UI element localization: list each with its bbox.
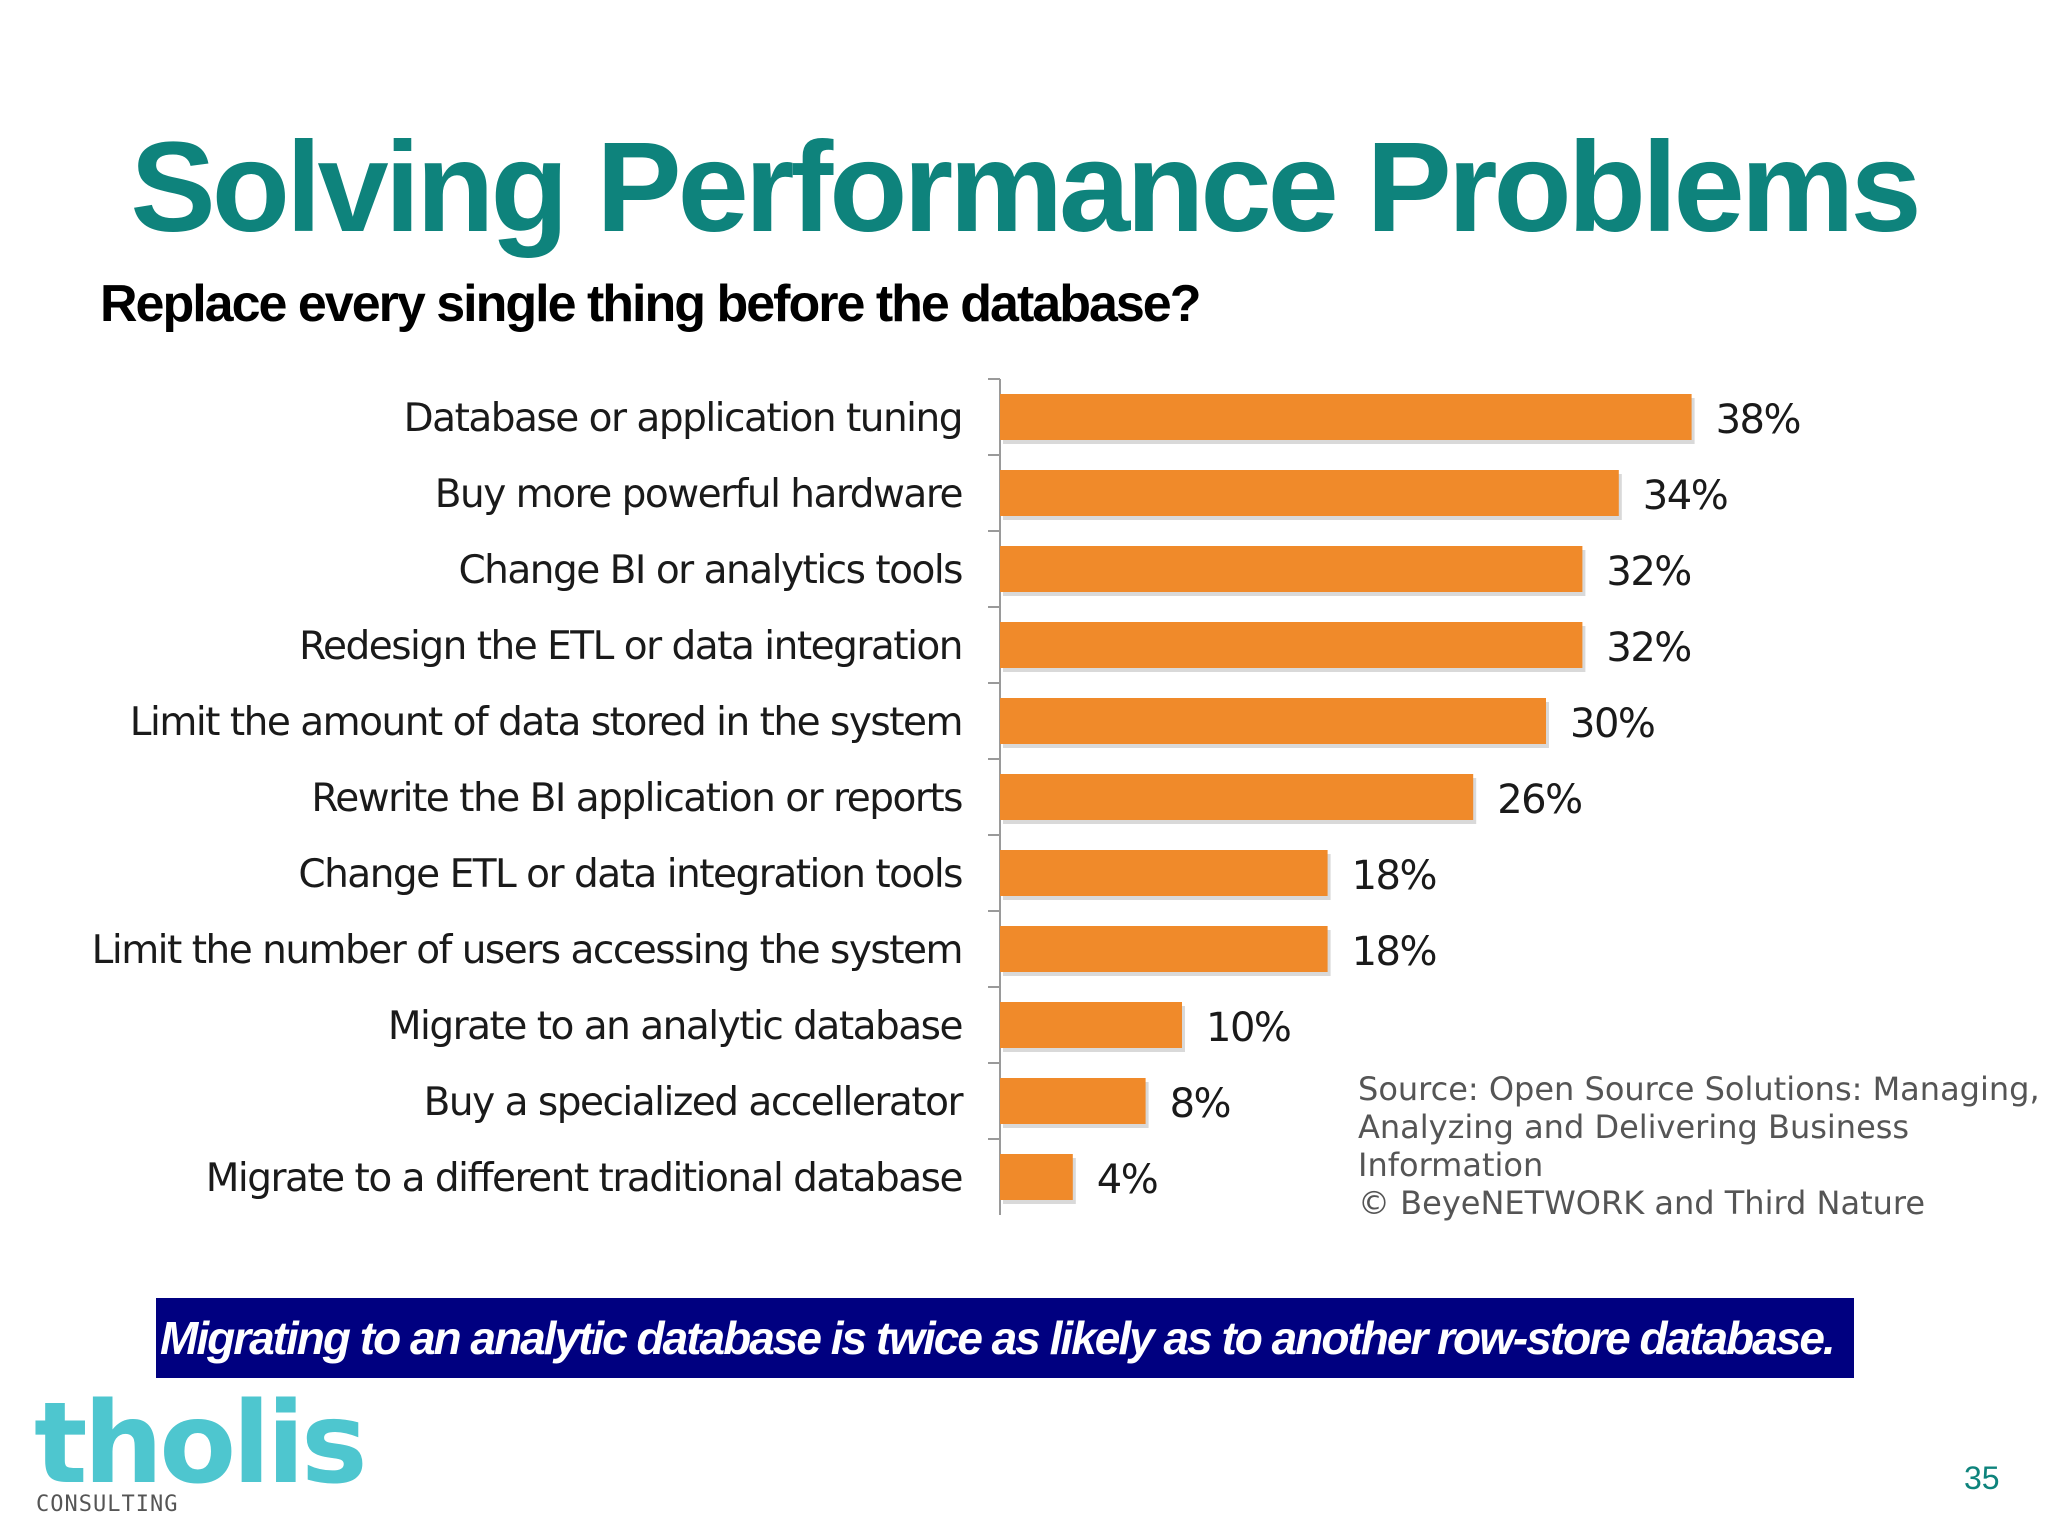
source-line: Source: Open Source Solutions: Managing, [1358,1070,2040,1108]
value-label: 34% [1643,473,1727,519]
bar [1000,622,1583,668]
company-logo: tholis CONSULTING [34,1388,368,1518]
value-label: 10% [1206,1005,1290,1051]
logo-subtitle: CONSULTING [36,1492,179,1517]
value-label: 8% [1170,1081,1230,1127]
bar [1000,394,1692,440]
value-label: 26% [1497,777,1581,823]
category-label: Change ETL or data integration tools [298,852,962,897]
value-label: 32% [1606,625,1690,671]
bar [1000,1078,1146,1124]
category-label: Limit the amount of data stored in the s… [130,700,962,745]
source-line: Analyzing and Delivering Business [1358,1108,1910,1146]
bar [1000,850,1328,896]
source-line: Information [1358,1146,1544,1184]
bar [1000,1002,1182,1048]
value-label: 32% [1606,549,1690,595]
slide-title: Solving Performance Problems [130,116,1921,259]
category-label: Migrate to an analytic database [388,1004,962,1049]
value-label: 4% [1097,1157,1157,1203]
callout-banner: Migrating to an analytic database is twi… [156,1298,1854,1378]
source-line: © BeyeNETWORK and Third Nature [1358,1184,1926,1222]
logo-wordmark: tholis [34,1379,368,1509]
category-label: Change BI or analytics tools [458,548,962,593]
category-label: Rewrite the BI application or reports [311,776,962,821]
value-label: 30% [1570,701,1654,747]
bar [1000,926,1328,972]
value-label: 18% [1352,929,1436,975]
category-label: Limit the number of users accessing the … [92,928,962,973]
page-number: 35 [1964,1460,2000,1496]
category-label: Buy a specialized accellerator [424,1080,965,1125]
bar [1000,1154,1073,1200]
bar [1000,774,1474,820]
category-label: Redesign the ETL or data integration [299,624,962,669]
category-label: Buy more powerful hardware [435,472,962,517]
category-label: Migrate to a different traditional datab… [206,1156,962,1201]
category-label: Database or application tuning [404,396,962,441]
bar [1000,546,1583,592]
source-note: Source: Open Source Solutions: Managing,… [1358,1070,2040,1222]
bar [1000,470,1619,516]
bar [1000,698,1546,744]
value-label: 38% [1716,397,1800,443]
slide-subtitle: Replace every single thing before the da… [100,275,1201,333]
value-label: 18% [1352,853,1436,899]
